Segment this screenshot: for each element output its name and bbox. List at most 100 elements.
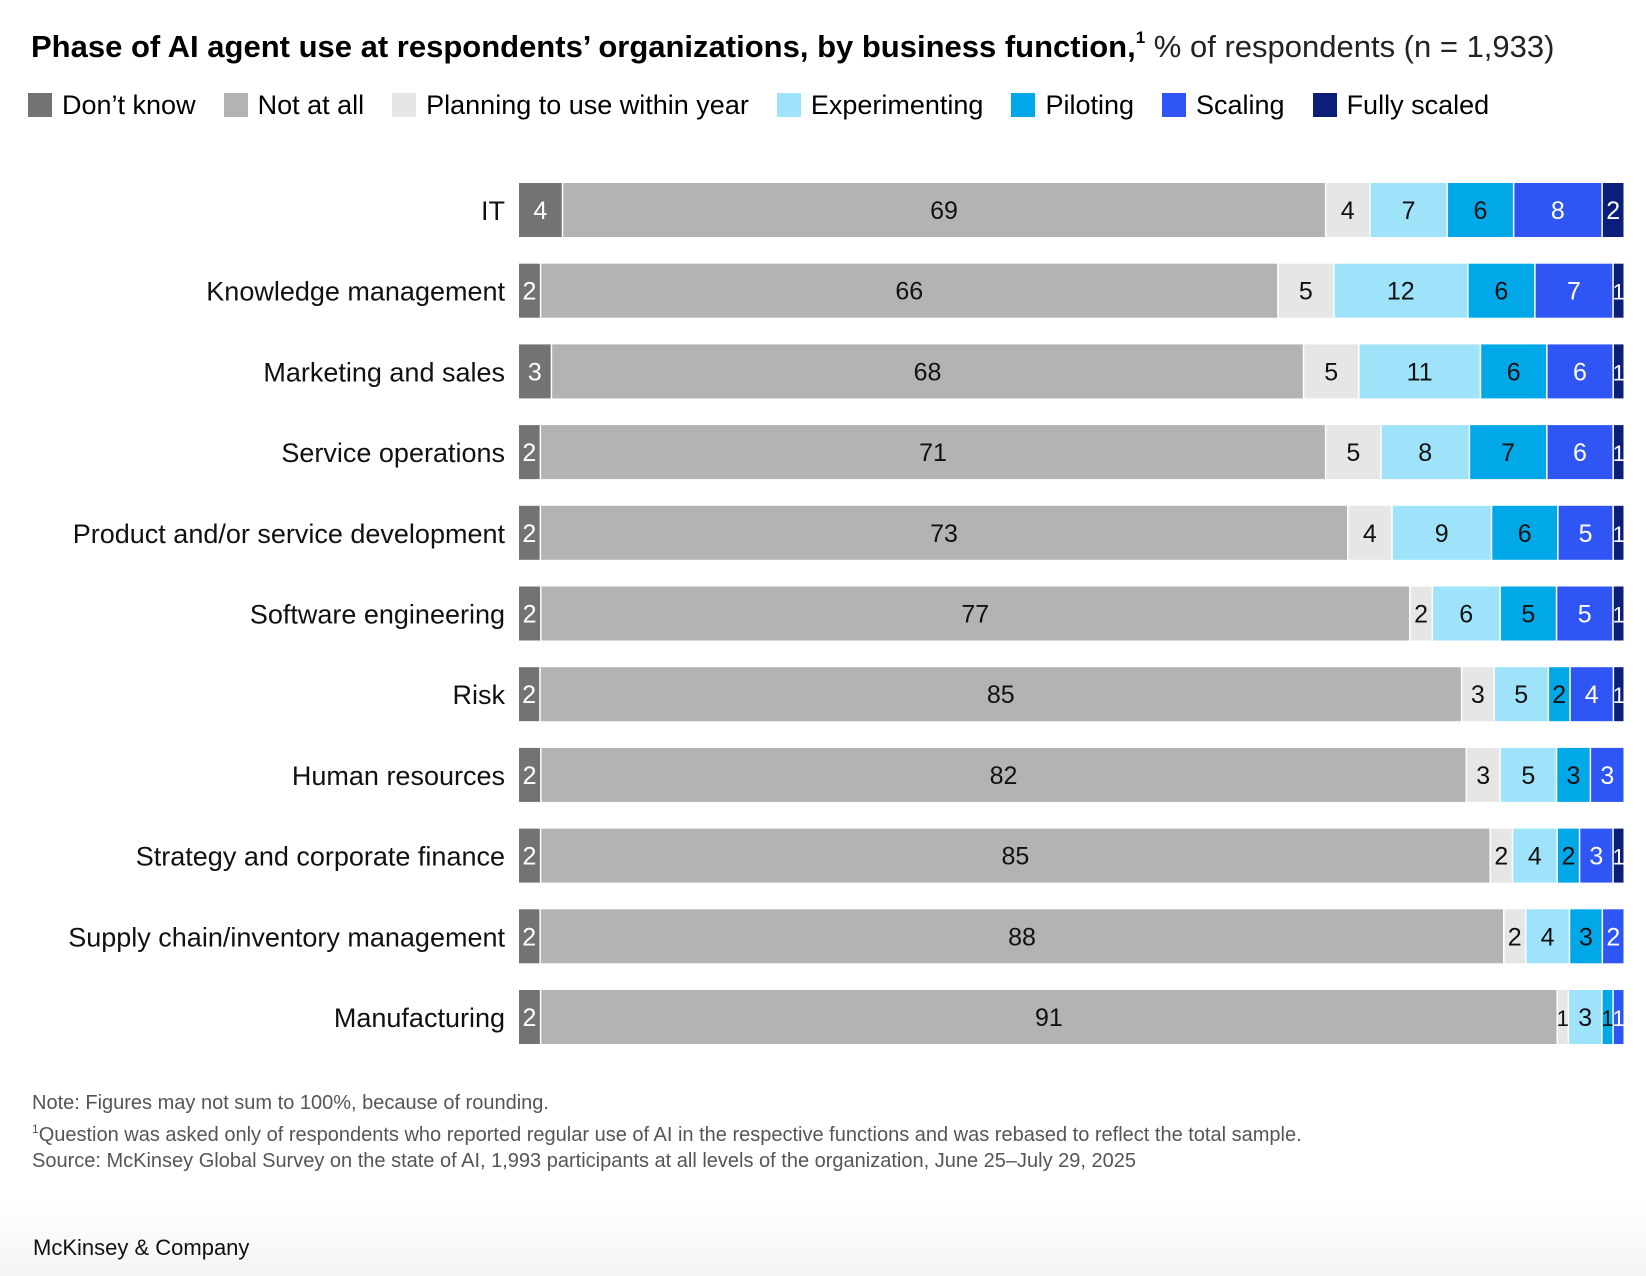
data-label: 2 bbox=[1606, 197, 1620, 225]
legend-label: Planning to use within year bbox=[426, 89, 749, 120]
bar-row-manufacturing: Manufacturing 2 91 1 3 11 bbox=[334, 990, 1625, 1044]
data-label: 5 bbox=[1514, 681, 1528, 709]
data-label: 88 bbox=[1008, 923, 1036, 951]
bar-segment-don-t-know bbox=[519, 425, 540, 480]
legend-label: Scaling bbox=[1196, 89, 1285, 120]
data-label: 7 bbox=[1501, 439, 1515, 467]
data-label: 82 bbox=[990, 762, 1018, 790]
category-label: Manufacturing bbox=[334, 1003, 505, 1033]
bar-segment-don-t-know bbox=[519, 344, 551, 399]
data-label: 3 bbox=[1567, 762, 1581, 790]
category-label: Strategy and corporate finance bbox=[136, 842, 505, 872]
data-label: 1 bbox=[1613, 280, 1625, 305]
legend-swatch bbox=[392, 93, 417, 117]
data-label: 2 bbox=[523, 762, 537, 790]
data-label: 3 bbox=[1471, 681, 1485, 709]
bar-segment-not-at-all bbox=[541, 505, 1347, 560]
data-label: 6 bbox=[1518, 520, 1532, 548]
bar-row-software-engineering: Software engineering 2 77 2 6 5 5 1 bbox=[250, 586, 1625, 641]
bar-segment-fully-scaled bbox=[1613, 425, 1624, 480]
bar-segment-not-at-all bbox=[541, 828, 1490, 883]
bar-segment-not-at-all bbox=[541, 990, 1557, 1044]
data-label: 73 bbox=[930, 520, 958, 548]
data-label: 1 bbox=[1613, 683, 1625, 708]
bar-segment-scaling bbox=[1570, 667, 1613, 722]
legend-item-not-at-all: Not at all bbox=[223, 90, 364, 121]
data-label: 1 bbox=[1613, 845, 1625, 870]
bar-row-human-resources: Human resources 2 82 3 5 3 3 bbox=[292, 747, 1624, 802]
chart-legend: Don’t know Not at all Planning to use with… bbox=[28, 88, 1517, 122]
legend-swatch bbox=[1312, 93, 1337, 117]
bar-segment-not-at-all bbox=[541, 425, 1325, 480]
bar-segment-not-at-all bbox=[541, 586, 1410, 641]
data-label: 91 bbox=[1035, 1004, 1063, 1032]
bar-segment-experimenting bbox=[1500, 747, 1556, 802]
bar-row-risk: Risk 2 85 3 5 2 4 1 bbox=[453, 667, 1625, 722]
bar-segment-planning-to-use-within-year bbox=[1348, 505, 1392, 560]
category-label: Software engineering bbox=[250, 600, 505, 630]
bar-segment-experimenting bbox=[1513, 828, 1557, 883]
legend-swatch bbox=[1162, 93, 1186, 117]
category-label: Risk bbox=[453, 680, 506, 710]
bar-segment-scaling bbox=[1591, 747, 1624, 802]
data-label: 5 bbox=[1521, 762, 1535, 790]
bar-row-supply-chain-inventory-management: Supply chain/inventory management 2 88 2 4 3 2 bbox=[68, 909, 1624, 964]
data-label: 9 bbox=[1435, 520, 1449, 548]
note-footnote-text: Question was asked only of respondents w… bbox=[38, 1124, 1302, 1146]
bar-segment-piloting bbox=[1549, 667, 1570, 722]
data-label: 5 bbox=[1578, 601, 1592, 629]
bar-segment-piloting bbox=[1500, 586, 1556, 641]
bar-segment-fully-scaled bbox=[1613, 586, 1624, 641]
chart-notes: Note: Figures may not sum to 100%, becau… bbox=[32, 1090, 1302, 1174]
legend-item-piloting: Piloting bbox=[1011, 90, 1134, 121]
note-footnote-marker: 1 bbox=[32, 1122, 39, 1136]
data-label: 3 bbox=[1589, 843, 1603, 871]
data-label: 6 bbox=[1459, 601, 1473, 629]
chart-title-main: Phase of AI agent use at respondents’ or… bbox=[31, 29, 1136, 64]
data-label: 5 bbox=[1521, 601, 1535, 629]
bar-segment-not-at-all bbox=[540, 909, 1504, 964]
category-label: IT bbox=[481, 196, 505, 226]
footer-band bbox=[0, 1200, 1646, 1276]
data-label: 2 bbox=[1606, 923, 1620, 951]
bar-row-knowledge-management: Knowledge management 2 66 5 12 6 7 1 bbox=[206, 263, 1625, 318]
bar-segment-piloting bbox=[1492, 505, 1558, 560]
bar-segment-not-at-all bbox=[552, 344, 1303, 399]
bar-row-service-operations: Service operations 2 71 5 8 7 6 1 bbox=[281, 425, 1625, 480]
bar-row-strategy-and-corporate-finance: Strategy and corporate finance 2 85 2 4 2 3 1 bbox=[136, 828, 1625, 883]
bar-segment-planning-to-use-within-year bbox=[1557, 990, 1568, 1044]
bar-segment-piloting bbox=[1481, 344, 1547, 399]
data-label: 12 bbox=[1387, 278, 1415, 306]
data-label: 1 bbox=[1613, 1006, 1625, 1031]
bar-segment-experimenting bbox=[1526, 909, 1569, 964]
brand-name: McKinsey & Company bbox=[33, 1235, 250, 1260]
bar-segment-planning-to-use-within-year bbox=[1326, 425, 1381, 480]
data-label: 2 bbox=[522, 439, 536, 467]
bar-segment-scaling bbox=[1547, 425, 1613, 480]
legend-item-scaling: Scaling bbox=[1162, 90, 1285, 121]
bar-segment-scaling bbox=[1603, 909, 1624, 964]
data-label: 2 bbox=[1552, 681, 1566, 709]
data-label: 2 bbox=[522, 843, 536, 871]
data-label: 85 bbox=[987, 681, 1015, 709]
bar-segment-piloting bbox=[1557, 828, 1579, 883]
bar-segment-experimenting bbox=[1569, 990, 1602, 1044]
bar-segment-not-at-all bbox=[541, 747, 1466, 802]
legend-item-fully-scaled: Fully scaled bbox=[1312, 90, 1489, 121]
bar-row-product-and-or-service-development: Product and/or service development 2 73 4 9 6… bbox=[73, 505, 1625, 560]
data-label: 1 bbox=[1557, 1006, 1569, 1031]
bar-segment-piloting bbox=[1570, 909, 1602, 964]
bar-segment-fully-scaled bbox=[1613, 263, 1624, 318]
bar-segment-scaling bbox=[1580, 828, 1613, 883]
note-source: Source: McKinsey Global Survey on the st… bbox=[32, 1150, 1136, 1172]
category-label: Service operations bbox=[281, 438, 505, 468]
bar-segment-planning-to-use-within-year bbox=[1410, 586, 1432, 641]
data-label: 1 bbox=[1601, 1006, 1613, 1031]
bar-segment-not-at-all bbox=[563, 183, 1325, 237]
data-label: 4 bbox=[1585, 681, 1599, 709]
data-label: 4 bbox=[1363, 520, 1377, 548]
legend-item-don-t-know: Don’t know bbox=[28, 90, 196, 121]
data-label: 1 bbox=[1613, 441, 1625, 466]
legend-label: Don’t know bbox=[62, 89, 196, 120]
bar-segment-fully-scaled bbox=[1602, 183, 1624, 237]
